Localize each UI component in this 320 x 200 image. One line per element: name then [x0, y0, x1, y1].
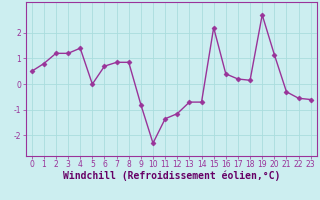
X-axis label: Windchill (Refroidissement éolien,°C): Windchill (Refroidissement éolien,°C) — [62, 171, 280, 181]
